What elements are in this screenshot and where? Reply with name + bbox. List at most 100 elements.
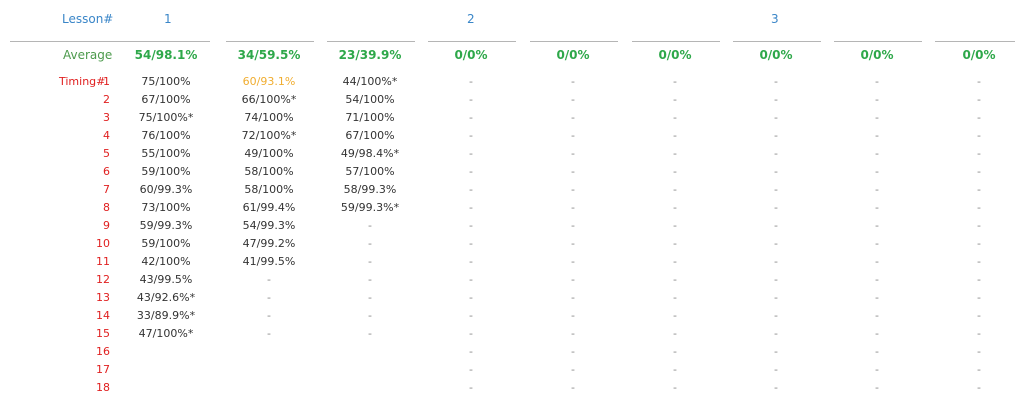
column-separator (733, 41, 821, 42)
timing-cell: - (977, 273, 981, 286)
column-separator (428, 41, 516, 42)
timing-label: Timing# (59, 75, 106, 88)
timing-cell: 57/100% (345, 165, 395, 178)
column-separator (632, 41, 720, 42)
timing-row-number: 5 (103, 147, 110, 160)
timing-cell: - (875, 345, 879, 358)
timing-cell: - (368, 327, 372, 340)
timing-cell: 71/100% (345, 111, 395, 124)
timing-cell: - (774, 237, 778, 250)
timing-cell: - (875, 237, 879, 250)
average-value: 0/0% (658, 48, 692, 62)
timing-cell: - (977, 111, 981, 124)
timing-cell: - (977, 129, 981, 142)
timing-cell: - (977, 363, 981, 376)
timing-cell: - (875, 165, 879, 178)
timing-row-number: 15 (96, 327, 110, 340)
timing-cell: - (368, 219, 372, 232)
timing-cell: 67/100% (141, 93, 191, 106)
timing-cell: 73/100% (141, 201, 191, 214)
timing-cell: - (673, 237, 677, 250)
column-separator (226, 41, 314, 42)
timing-cell: - (875, 201, 879, 214)
timing-cell: - (774, 255, 778, 268)
timing-cell: - (571, 201, 575, 214)
timing-row-number: 8 (103, 201, 110, 214)
timing-cell: - (571, 345, 575, 358)
timing-cell: - (977, 291, 981, 304)
timing-cell: - (469, 165, 473, 178)
timing-cell: 74/100% (244, 111, 294, 124)
timing-cell: - (469, 291, 473, 304)
timing-cell: - (673, 129, 677, 142)
timing-cell: - (571, 75, 575, 88)
timing-cell: - (469, 129, 473, 142)
timing-cell: - (673, 309, 677, 322)
lesson-1-header: 1 (164, 12, 172, 26)
timing-cell: - (875, 183, 879, 196)
timing-cell: - (774, 381, 778, 394)
timing-cell: - (977, 201, 981, 214)
column-separator (10, 41, 210, 42)
timing-row-number: 12 (96, 273, 110, 286)
timing-cell: - (977, 219, 981, 232)
timing-row-number: 2 (103, 93, 110, 106)
timing-cell: - (977, 255, 981, 268)
timing-cell: 67/100% (345, 129, 395, 142)
timing-cell: - (774, 201, 778, 214)
timing-cell: - (673, 147, 677, 160)
timing-cell: - (571, 309, 575, 322)
timing-cell: 33/89.9%* (136, 309, 196, 322)
timing-cell: - (469, 327, 473, 340)
timing-cell: - (267, 273, 271, 286)
timing-cell: - (977, 75, 981, 88)
timing-row-number: 13 (96, 291, 110, 304)
timing-cell: - (875, 309, 879, 322)
timing-cell: - (977, 183, 981, 196)
timing-row-number: 11 (96, 255, 110, 268)
timing-cell: - (774, 147, 778, 160)
timing-cell: - (774, 111, 778, 124)
column-separator (327, 41, 415, 42)
timing-cell: - (571, 129, 575, 142)
timing-cell: - (571, 327, 575, 340)
timing-cell: - (267, 309, 271, 322)
timing-cell: 76/100% (141, 129, 191, 142)
timing-cell: 59/100% (141, 237, 191, 250)
average-value: 0/0% (759, 48, 793, 62)
timing-cell: - (571, 291, 575, 304)
timing-cell: - (571, 111, 575, 124)
timing-cell: - (875, 363, 879, 376)
timing-cell: - (673, 183, 677, 196)
timing-cell: - (673, 201, 677, 214)
timing-cell: - (673, 291, 677, 304)
timing-cell: - (774, 75, 778, 88)
timing-row-number: 7 (103, 183, 110, 196)
timing-cell: - (469, 183, 473, 196)
timing-cell: - (469, 219, 473, 232)
timing-cell: - (774, 273, 778, 286)
timing-cell: - (571, 93, 575, 106)
timing-cell: 49/100% (244, 147, 294, 160)
average-value: 0/0% (556, 48, 590, 62)
timing-cell: - (571, 147, 575, 160)
timing-cell: 55/100% (141, 147, 191, 160)
timing-cell: 58/100% (244, 165, 294, 178)
timing-cell: 60/99.3% (139, 183, 193, 196)
timing-cell: 43/99.5% (139, 273, 193, 286)
timing-cell: - (774, 291, 778, 304)
timing-cell: - (571, 255, 575, 268)
timing-cell: - (469, 309, 473, 322)
average-value: 23/39.9% (338, 48, 402, 62)
timing-row-number: 18 (96, 381, 110, 394)
timing-cell: - (774, 327, 778, 340)
timing-cell: - (977, 345, 981, 358)
timing-cell: - (673, 93, 677, 106)
timing-cell: - (875, 147, 879, 160)
timing-cell: 47/99.2% (242, 237, 296, 250)
timing-cell: - (774, 345, 778, 358)
timing-cell: - (977, 309, 981, 322)
timing-row-number: 17 (96, 363, 110, 376)
timing-cell: - (875, 129, 879, 142)
timing-cell: - (571, 381, 575, 394)
